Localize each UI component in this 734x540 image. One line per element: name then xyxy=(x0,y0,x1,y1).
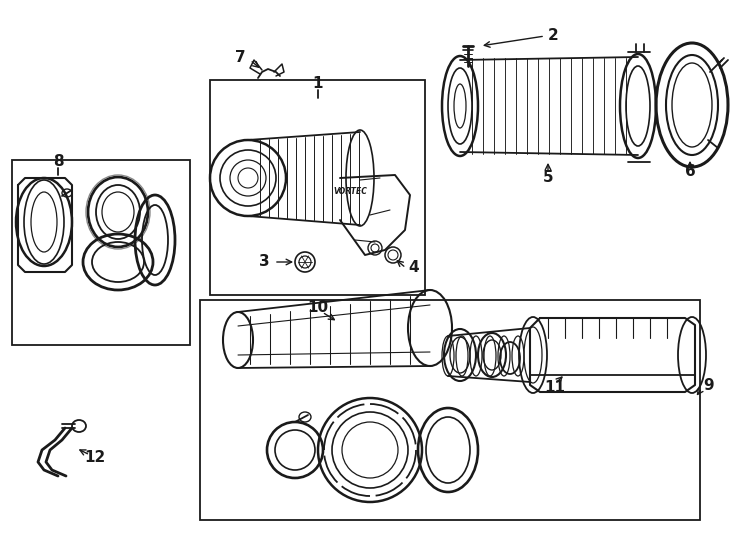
Bar xyxy=(210,80,425,295)
Text: 6: 6 xyxy=(685,165,695,179)
Text: 11: 11 xyxy=(545,381,565,395)
Text: 4: 4 xyxy=(408,260,418,275)
Bar xyxy=(12,160,190,345)
Text: 9: 9 xyxy=(703,377,713,393)
Text: 2: 2 xyxy=(548,29,559,44)
Text: 12: 12 xyxy=(84,450,106,465)
Bar xyxy=(200,300,700,520)
Text: 3: 3 xyxy=(259,254,270,269)
Text: 8: 8 xyxy=(53,154,63,170)
Text: 1: 1 xyxy=(313,77,323,91)
Text: VORTEC: VORTEC xyxy=(333,187,367,197)
Text: 10: 10 xyxy=(308,300,329,315)
Text: 5: 5 xyxy=(542,171,553,186)
Text: 7: 7 xyxy=(236,51,246,65)
